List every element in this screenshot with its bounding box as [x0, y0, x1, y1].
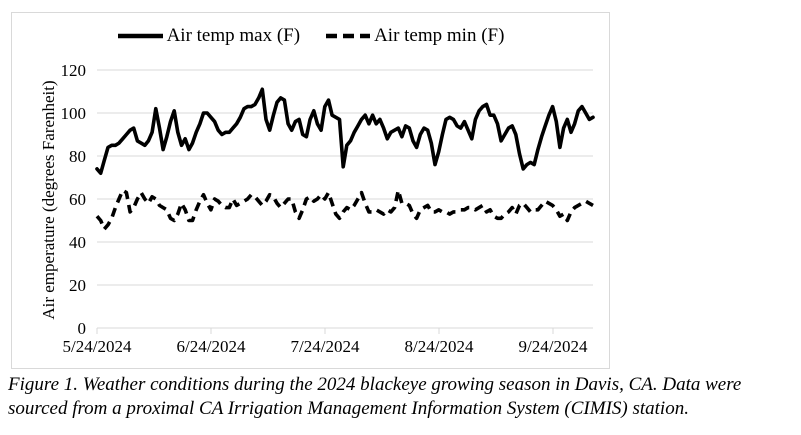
- x-tick-label: 7/24/2024: [291, 337, 360, 356]
- y-tick-label: 80: [69, 147, 86, 166]
- x-tick-label: 9/24/2024: [519, 337, 588, 356]
- y-axis-title: Air emperature (degrees Farenheit): [39, 80, 58, 320]
- caption-line-2: sourced from a proximal CA Irrigation Ma…: [8, 397, 689, 419]
- x-tick-label: 6/24/2024: [177, 337, 246, 356]
- caption-line-1: Figure 1. Weather conditions during the …: [8, 374, 742, 395]
- legend-item-max: Air temp max (F): [117, 25, 301, 47]
- legend-label-max: Air temp max (F): [166, 25, 301, 46]
- x-tick-label: 8/24/2024: [405, 337, 474, 356]
- legend-item-min: Air temp min (F): [326, 25, 504, 47]
- y-tick-label: 60: [69, 190, 86, 209]
- figure-caption: Figure 1. Weather conditions during the …: [8, 373, 796, 421]
- series-line-max: [95, 87, 595, 175]
- y-tick-label: 20: [69, 276, 86, 295]
- y-tick-label: 40: [69, 233, 86, 252]
- series-line-min: [95, 188, 594, 231]
- x-tick-label: 5/24/2024: [63, 337, 132, 356]
- chart-area: [11, 12, 610, 369]
- chart-legend: Air temp max (F) Air temp min (F): [11, 25, 611, 47]
- y-tick-label: 0: [78, 319, 87, 338]
- y-tick-label: 100: [61, 104, 87, 123]
- legend-label-min: Air temp min (F): [374, 25, 505, 46]
- solid-line-icon: [117, 33, 163, 39]
- dashed-line-icon: [326, 33, 371, 39]
- y-tick-label: 120: [61, 61, 87, 80]
